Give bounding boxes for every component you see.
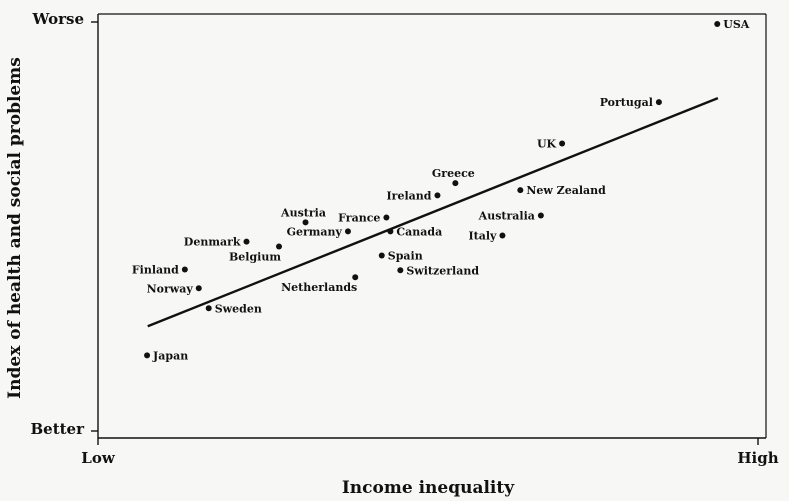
y-tick-label-worse: Worse bbox=[31, 10, 84, 28]
point-label-spain: Spain bbox=[388, 250, 423, 263]
point-norway bbox=[195, 285, 202, 292]
point-label-norway: Norway bbox=[147, 282, 194, 295]
point-label-finland: Finland bbox=[132, 263, 179, 276]
point-label-belgium: Belgium bbox=[229, 251, 281, 264]
point-label-australia: Australia bbox=[478, 209, 535, 222]
trendline-layer bbox=[147, 96, 719, 328]
x-tick-label-high: High bbox=[737, 449, 778, 467]
point-new-zealand bbox=[517, 187, 524, 194]
point-usa bbox=[714, 21, 721, 28]
point-australia bbox=[537, 212, 544, 219]
point-label-italy: Italy bbox=[468, 229, 497, 242]
point-spain bbox=[378, 252, 385, 259]
points-layer: USA Portugal UK Greece New Zealand Ireland Aus… bbox=[132, 18, 750, 362]
point-canada bbox=[387, 228, 394, 235]
point-denmark bbox=[243, 238, 250, 245]
point-label-uk: UK bbox=[537, 137, 557, 150]
point-finland bbox=[181, 266, 188, 273]
point-france bbox=[383, 214, 390, 221]
point-uk bbox=[559, 140, 566, 147]
point-japan bbox=[144, 352, 151, 359]
point-label-netherlands: Netherlands bbox=[281, 281, 357, 294]
point-belgium bbox=[275, 243, 282, 250]
point-label-france: France bbox=[338, 212, 380, 225]
point-label-ireland: Ireland bbox=[387, 189, 432, 202]
point-netherlands bbox=[352, 274, 359, 281]
trendline bbox=[147, 96, 719, 328]
point-label-usa: USA bbox=[723, 18, 750, 31]
point-austria bbox=[302, 219, 309, 226]
point-italy bbox=[499, 232, 506, 239]
y-tick-label-better: Better bbox=[30, 420, 85, 438]
point-label-japan: Japan bbox=[152, 349, 188, 362]
point-label-switzerland: Switzerland bbox=[406, 264, 479, 277]
point-switzerland bbox=[397, 267, 404, 274]
point-greece bbox=[452, 180, 459, 187]
point-label-new-zealand: New Zealand bbox=[526, 184, 606, 197]
point-label-sweden: Sweden bbox=[215, 302, 262, 315]
plot-frame bbox=[97, 13, 767, 439]
y-axis-title: Index of health and social problems bbox=[5, 57, 25, 399]
ticks-layer bbox=[91, 21, 759, 445]
point-portugal bbox=[655, 99, 662, 106]
point-label-portugal: Portugal bbox=[600, 96, 653, 109]
point-germany bbox=[344, 228, 351, 235]
point-ireland bbox=[434, 192, 441, 199]
point-label-greece: Greece bbox=[432, 167, 475, 180]
point-label-denmark: Denmark bbox=[184, 236, 241, 249]
x-axis-title: Income inequality bbox=[342, 478, 515, 498]
point-label-austria: Austria bbox=[280, 206, 326, 219]
point-sweden bbox=[205, 305, 212, 312]
point-label-canada: Canada bbox=[396, 225, 442, 238]
x-tick-label-low: Low bbox=[81, 449, 116, 467]
point-label-germany: Germany bbox=[287, 225, 343, 238]
